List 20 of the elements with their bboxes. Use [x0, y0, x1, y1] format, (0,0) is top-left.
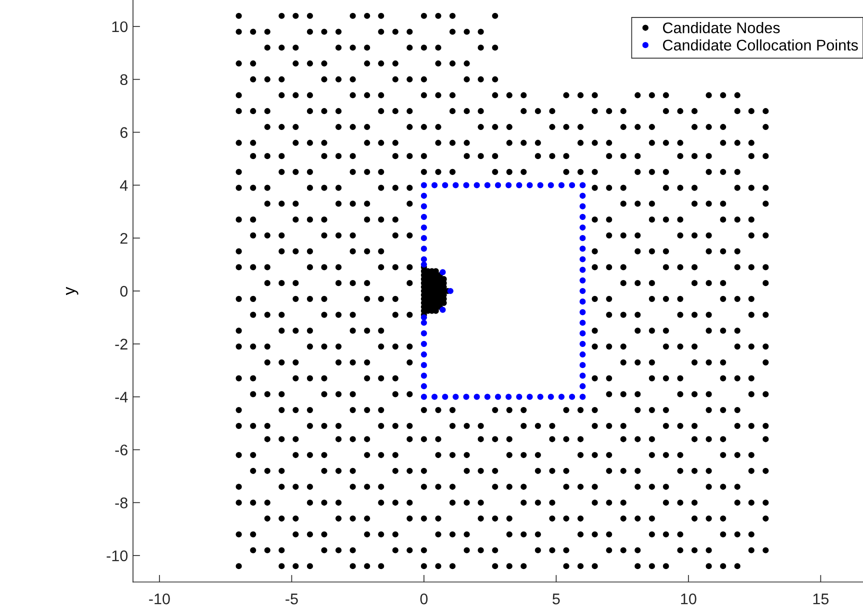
- y-tick-label: -6: [115, 444, 128, 456]
- x-tick-label: 5: [552, 594, 560, 604]
- y-tick-label: 8: [120, 74, 128, 86]
- y-tick-label: 10: [112, 21, 128, 32]
- x-tick-label: 10: [681, 594, 696, 604]
- x-tick-label: 0: [420, 594, 428, 604]
- y-axis-title: y: [66, 286, 78, 296]
- y-tick-label: -10: [106, 550, 128, 562]
- legend-label: Candidate Collocation Points: [663, 39, 858, 51]
- x-tick-label: -10: [149, 594, 170, 604]
- y-tick-label: -2: [115, 338, 128, 350]
- y-tick-label: -4: [115, 392, 128, 402]
- x-tick-label: -5: [286, 594, 298, 604]
- y-tick-label: 6: [120, 127, 128, 138]
- x-tick-label: 15: [813, 594, 829, 604]
- y-tick-label: 2: [120, 232, 128, 244]
- y-tick-label: 4: [120, 180, 128, 191]
- y-tick-label: -8: [115, 498, 128, 508]
- legend-label: Candidate Nodes: [663, 22, 780, 34]
- y-tick-label: 0: [120, 286, 128, 297]
